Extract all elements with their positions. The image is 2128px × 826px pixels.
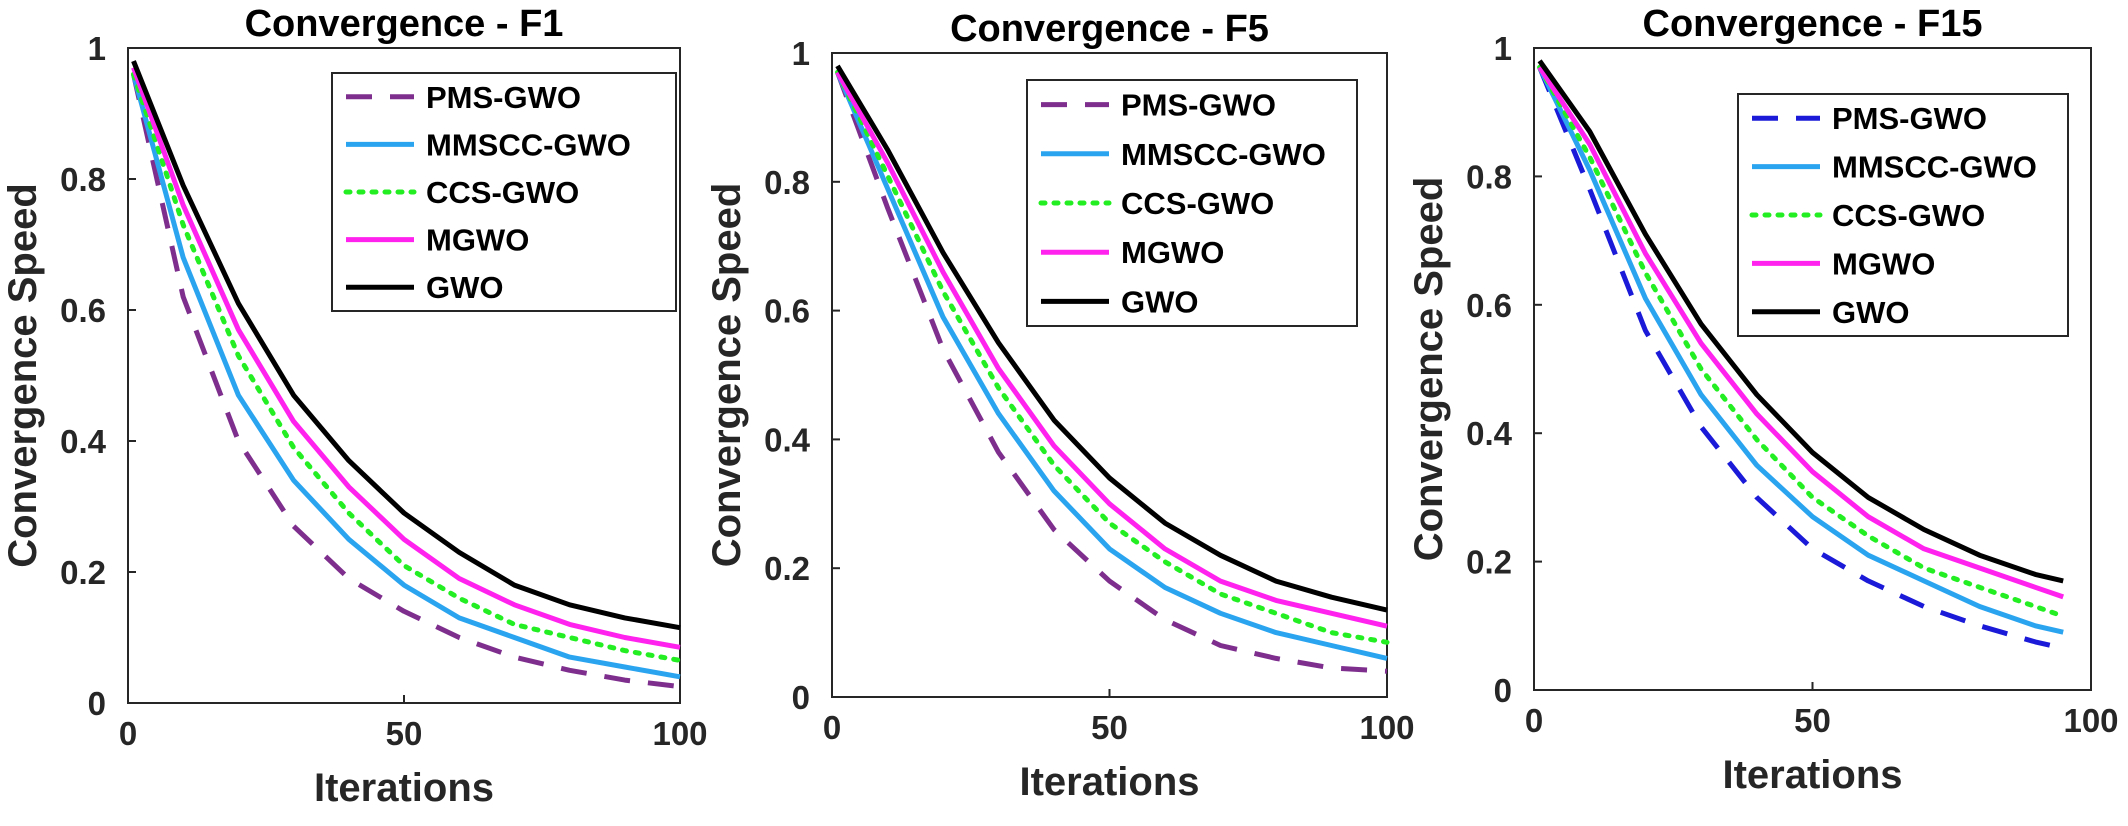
legend-entry: GWO [1121,284,1199,319]
legend-entry: PMS-GWO [1832,101,1987,136]
legend-entry: MMSCC-GWO [1832,150,2037,185]
series-line-gwo [1537,59,2064,584]
series-line-mgwo [131,66,681,650]
x-tick-label: 50 [386,715,423,752]
series-line-mmscc-gwo [835,71,1388,661]
y-tick-label: 0.2 [60,554,106,591]
legend-entry: MMSCC-GWO [426,127,631,162]
y-tick-label: 0.4 [60,423,107,460]
chart-panel-3: Convergence - F15 0 50 100 0 0.2 0.4 0.6 0.8 1 Ite… [1407,3,2119,797]
legend: PMS-GWO MMSCC-GWO CCS-GWO MGWO GWO [1737,93,2069,337]
series-line-mgwo [1537,65,2065,600]
y-tick-label: 0.2 [764,550,810,587]
y-tick-label: 0.2 [1466,544,1512,581]
series-line-mgwo [835,71,1388,629]
y-tick-label: 1 [1494,30,1512,67]
chart-title: Convergence - F1 [245,3,564,45]
y-axis-label: Convergence Speed [1407,177,1451,562]
x-tick-label: 50 [1091,709,1128,746]
legend-entry: GWO [1832,295,1910,330]
series-line-mmscc-gwo [131,73,681,680]
legend-entry: CCS-GWO [1121,186,1274,221]
y-tick-label: 0.6 [60,292,106,329]
x-axis-label: Iterations [1019,760,1199,804]
x-tick-label: 100 [1359,709,1414,746]
legend-entry: CCS-GWO [1832,198,1985,233]
series-line-ccs-gwo [1537,64,2066,619]
legend-entry: PMS-GWO [1121,88,1276,123]
legend-entry: PMS-GWO [426,80,581,115]
y-tick-label: 0.8 [764,164,810,201]
y-axis-label: Convergence Speed [1,183,45,568]
y-tick-label: 1 [792,35,810,72]
x-tick-label: 0 [119,715,137,752]
legend-entry: GWO [426,270,504,305]
x-axis-label: Iterations [314,766,494,810]
x-tick-label: 0 [1525,702,1543,739]
series-line-mmscc-gwo [1537,66,2064,635]
y-tick-label: 0.4 [764,421,811,458]
legend-entry: MGWO [1832,246,1935,281]
series-line-gwo [835,64,1388,613]
legend: PMS-GWO MMSCC-GWO CCS-GWO MGWO GWO [331,72,677,312]
x-tick-label: 100 [2063,702,2118,739]
y-tick-label: 0 [792,679,810,716]
series-line-pms-gwo [131,73,681,690]
legend-box [331,72,677,312]
y-tick-label: 0.6 [1466,287,1512,324]
chart-panel-1: Convergence - F1 0 50 100 0 0.2 0.4 0.6 0.8 1 Iter… [1,3,708,810]
legend-entry: CCS-GWO [426,175,579,210]
series-line-ccs-gwo [131,71,683,663]
series-line-ccs-gwo [835,69,1390,645]
y-tick-label: 0 [1494,672,1512,709]
chart-title: Convergence - F5 [950,8,1269,50]
series-line-gwo [131,60,681,631]
y-tick-label: 0.8 [1466,158,1512,195]
y-tick-label: 0.6 [764,293,810,330]
y-tick-label: 1 [88,30,106,67]
chart-title: Convergence - F15 [1643,3,1983,45]
x-tick-label: 0 [823,709,841,746]
y-axis-label: Convergence Speed [705,183,749,568]
x-axis-label: Iterations [1722,753,1902,797]
y-tick-label: 0.8 [60,161,106,198]
legend-entry: MGWO [1121,235,1224,270]
legend-entry: MMSCC-GWO [1121,137,1326,172]
legend-entry: MGWO [426,223,529,258]
y-tick-label: 0 [88,685,106,722]
x-tick-label: 50 [1794,702,1831,739]
y-tick-label: 0.4 [1466,415,1513,452]
chart-panel-2: Convergence - F5 0 50 100 0 0.2 0.4 0.6 0.8 1 Iter… [705,8,1415,804]
series-line-pms-gwo [1537,66,2064,651]
series-line-pms-gwo [835,71,1388,674]
x-tick-label: 100 [652,715,707,752]
legend: PMS-GWO MMSCC-GWO CCS-GWO MGWO GWO [1026,79,1358,327]
